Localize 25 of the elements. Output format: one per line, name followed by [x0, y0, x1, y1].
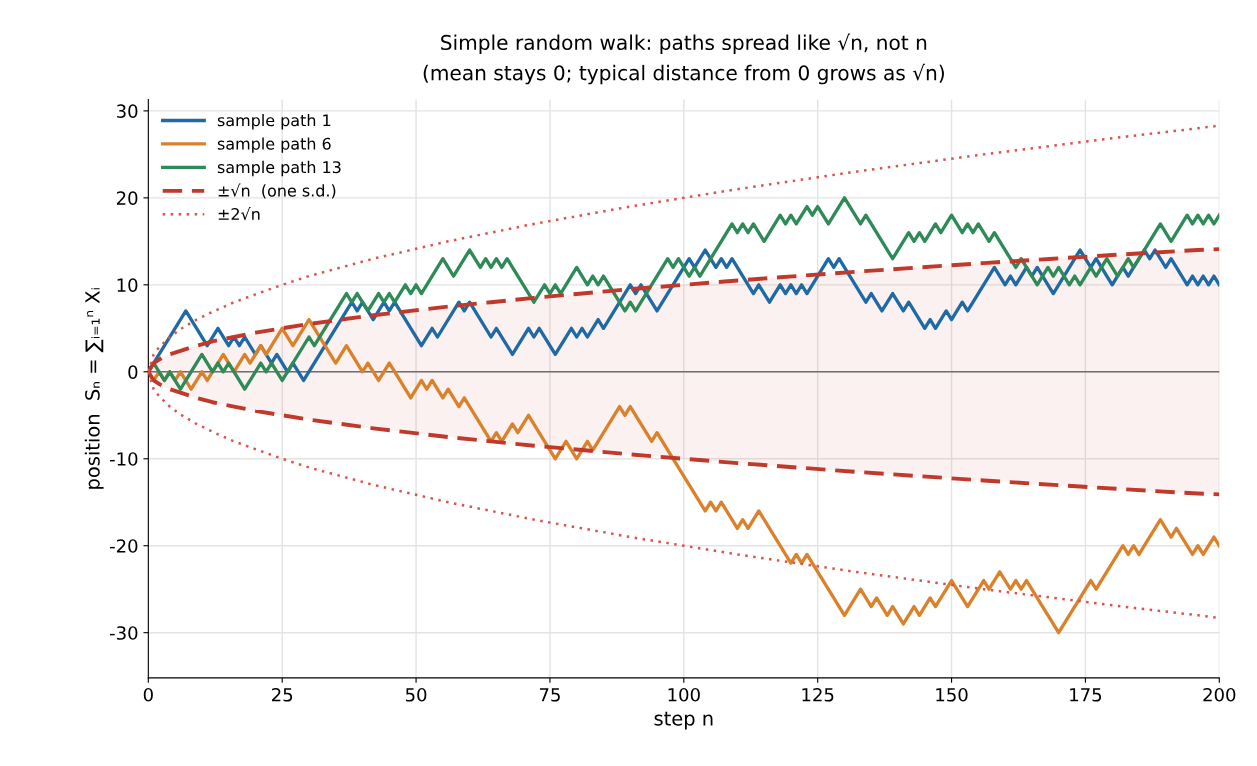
x-tick-label: 200 — [1203, 687, 1236, 702]
x-tick-label: 150 — [936, 687, 968, 702]
y-tick-label: 10 — [117, 278, 138, 292]
line-series — [152, 317, 1220, 635]
y-tick-label: -20 — [110, 539, 138, 553]
x-tick-label: 175 — [1070, 688, 1102, 702]
x-tick-label: 25 — [272, 687, 293, 702]
y-tick-label: -10 — [110, 452, 138, 466]
x-axis-title: step n — [654, 711, 713, 730]
x-tick-label: 0 — [143, 687, 153, 702]
x-tick-label: 100 — [668, 687, 700, 702]
x-tick-label: 75 — [539, 688, 560, 702]
legend-label: sample path 1 — [217, 113, 331, 130]
x-tick-label: 125 — [802, 687, 834, 702]
legend-label: ±√n (one s.d.) — [218, 183, 336, 199]
x-tick-label: 50 — [405, 687, 427, 702]
y-tick-label: 0 — [128, 365, 138, 379]
y-axis-title: position Sₙ = ∑ᵢ₌₁ⁿ Xᵢ — [84, 288, 104, 489]
legend-label: ±2√n — [218, 206, 260, 221]
legend-label: sample path 6 — [217, 137, 331, 153]
y-tick-label: 20 — [116, 191, 138, 205]
y-tick-label: 30 — [117, 104, 138, 118]
y-tick-label: -30 — [110, 626, 138, 640]
chart-title: Simple random walk: paths spread like √n, not n (mean stays 0; typical distance from 0 grows as √n) — [423, 33, 944, 85]
legend-label: sample path 13 — [217, 160, 341, 177]
